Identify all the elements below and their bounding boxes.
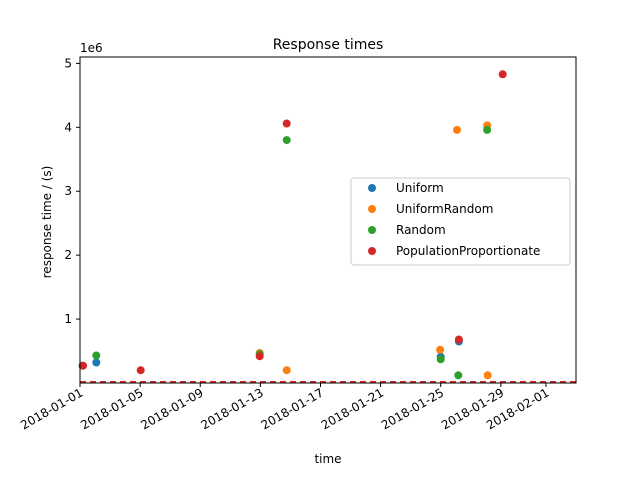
legend-label-uniformrandom: UniformRandom — [396, 202, 493, 216]
point-uniform-1 — [92, 358, 101, 367]
plot-area — [78, 56, 577, 384]
point-populationproportionate-0 — [79, 361, 88, 370]
y-axis: 1 2 3 4 5 — [64, 56, 80, 326]
point-random-5 — [483, 125, 492, 134]
chart-title: Response times — [273, 37, 384, 53]
legend-marker-uniform — [368, 184, 376, 192]
legend-label-random: Random — [396, 223, 446, 237]
point-uniformrandom-2 — [436, 345, 445, 354]
x-axis-label: time — [314, 452, 341, 466]
y-axis-multiplier: 1e6 — [80, 41, 103, 55]
legend-label-populationproportionate: PopulationProportionate — [396, 244, 540, 258]
point-populationproportionate-3 — [282, 119, 291, 128]
y-tick-label: 5 — [64, 56, 72, 70]
y-tick-label: 1 — [64, 312, 72, 326]
point-random-4 — [454, 371, 463, 380]
y-tick-label: 3 — [64, 184, 72, 198]
legend-marker-populationproportionate — [368, 247, 376, 255]
point-uniformrandom-3 — [453, 125, 461, 134]
point-populationproportionate-4 — [454, 335, 463, 344]
axes-frame — [79, 56, 577, 384]
point-populationproportionate-2 — [255, 352, 264, 361]
legend-label-uniform: Uniform — [396, 181, 444, 195]
legend-marker-uniformrandom — [368, 205, 376, 213]
point-random-0 — [92, 351, 101, 360]
y-tick-label: 4 — [64, 120, 72, 134]
y-axis-label: response time / (s) — [40, 166, 54, 279]
legend-marker-random — [368, 226, 376, 234]
legend-box — [350, 177, 571, 266]
point-random-2 — [282, 136, 291, 145]
point-random-3 — [436, 355, 445, 364]
point-uniformrandom-1 — [282, 366, 291, 375]
point-populationproportionate-5 — [498, 70, 507, 79]
point-uniformrandom-5 — [483, 371, 492, 380]
legend: Uniform UniformRandom Random PopulationProp… — [350, 177, 571, 266]
y-tick-label: 2 — [64, 248, 72, 262]
point-populationproportionate-1 — [136, 366, 145, 375]
